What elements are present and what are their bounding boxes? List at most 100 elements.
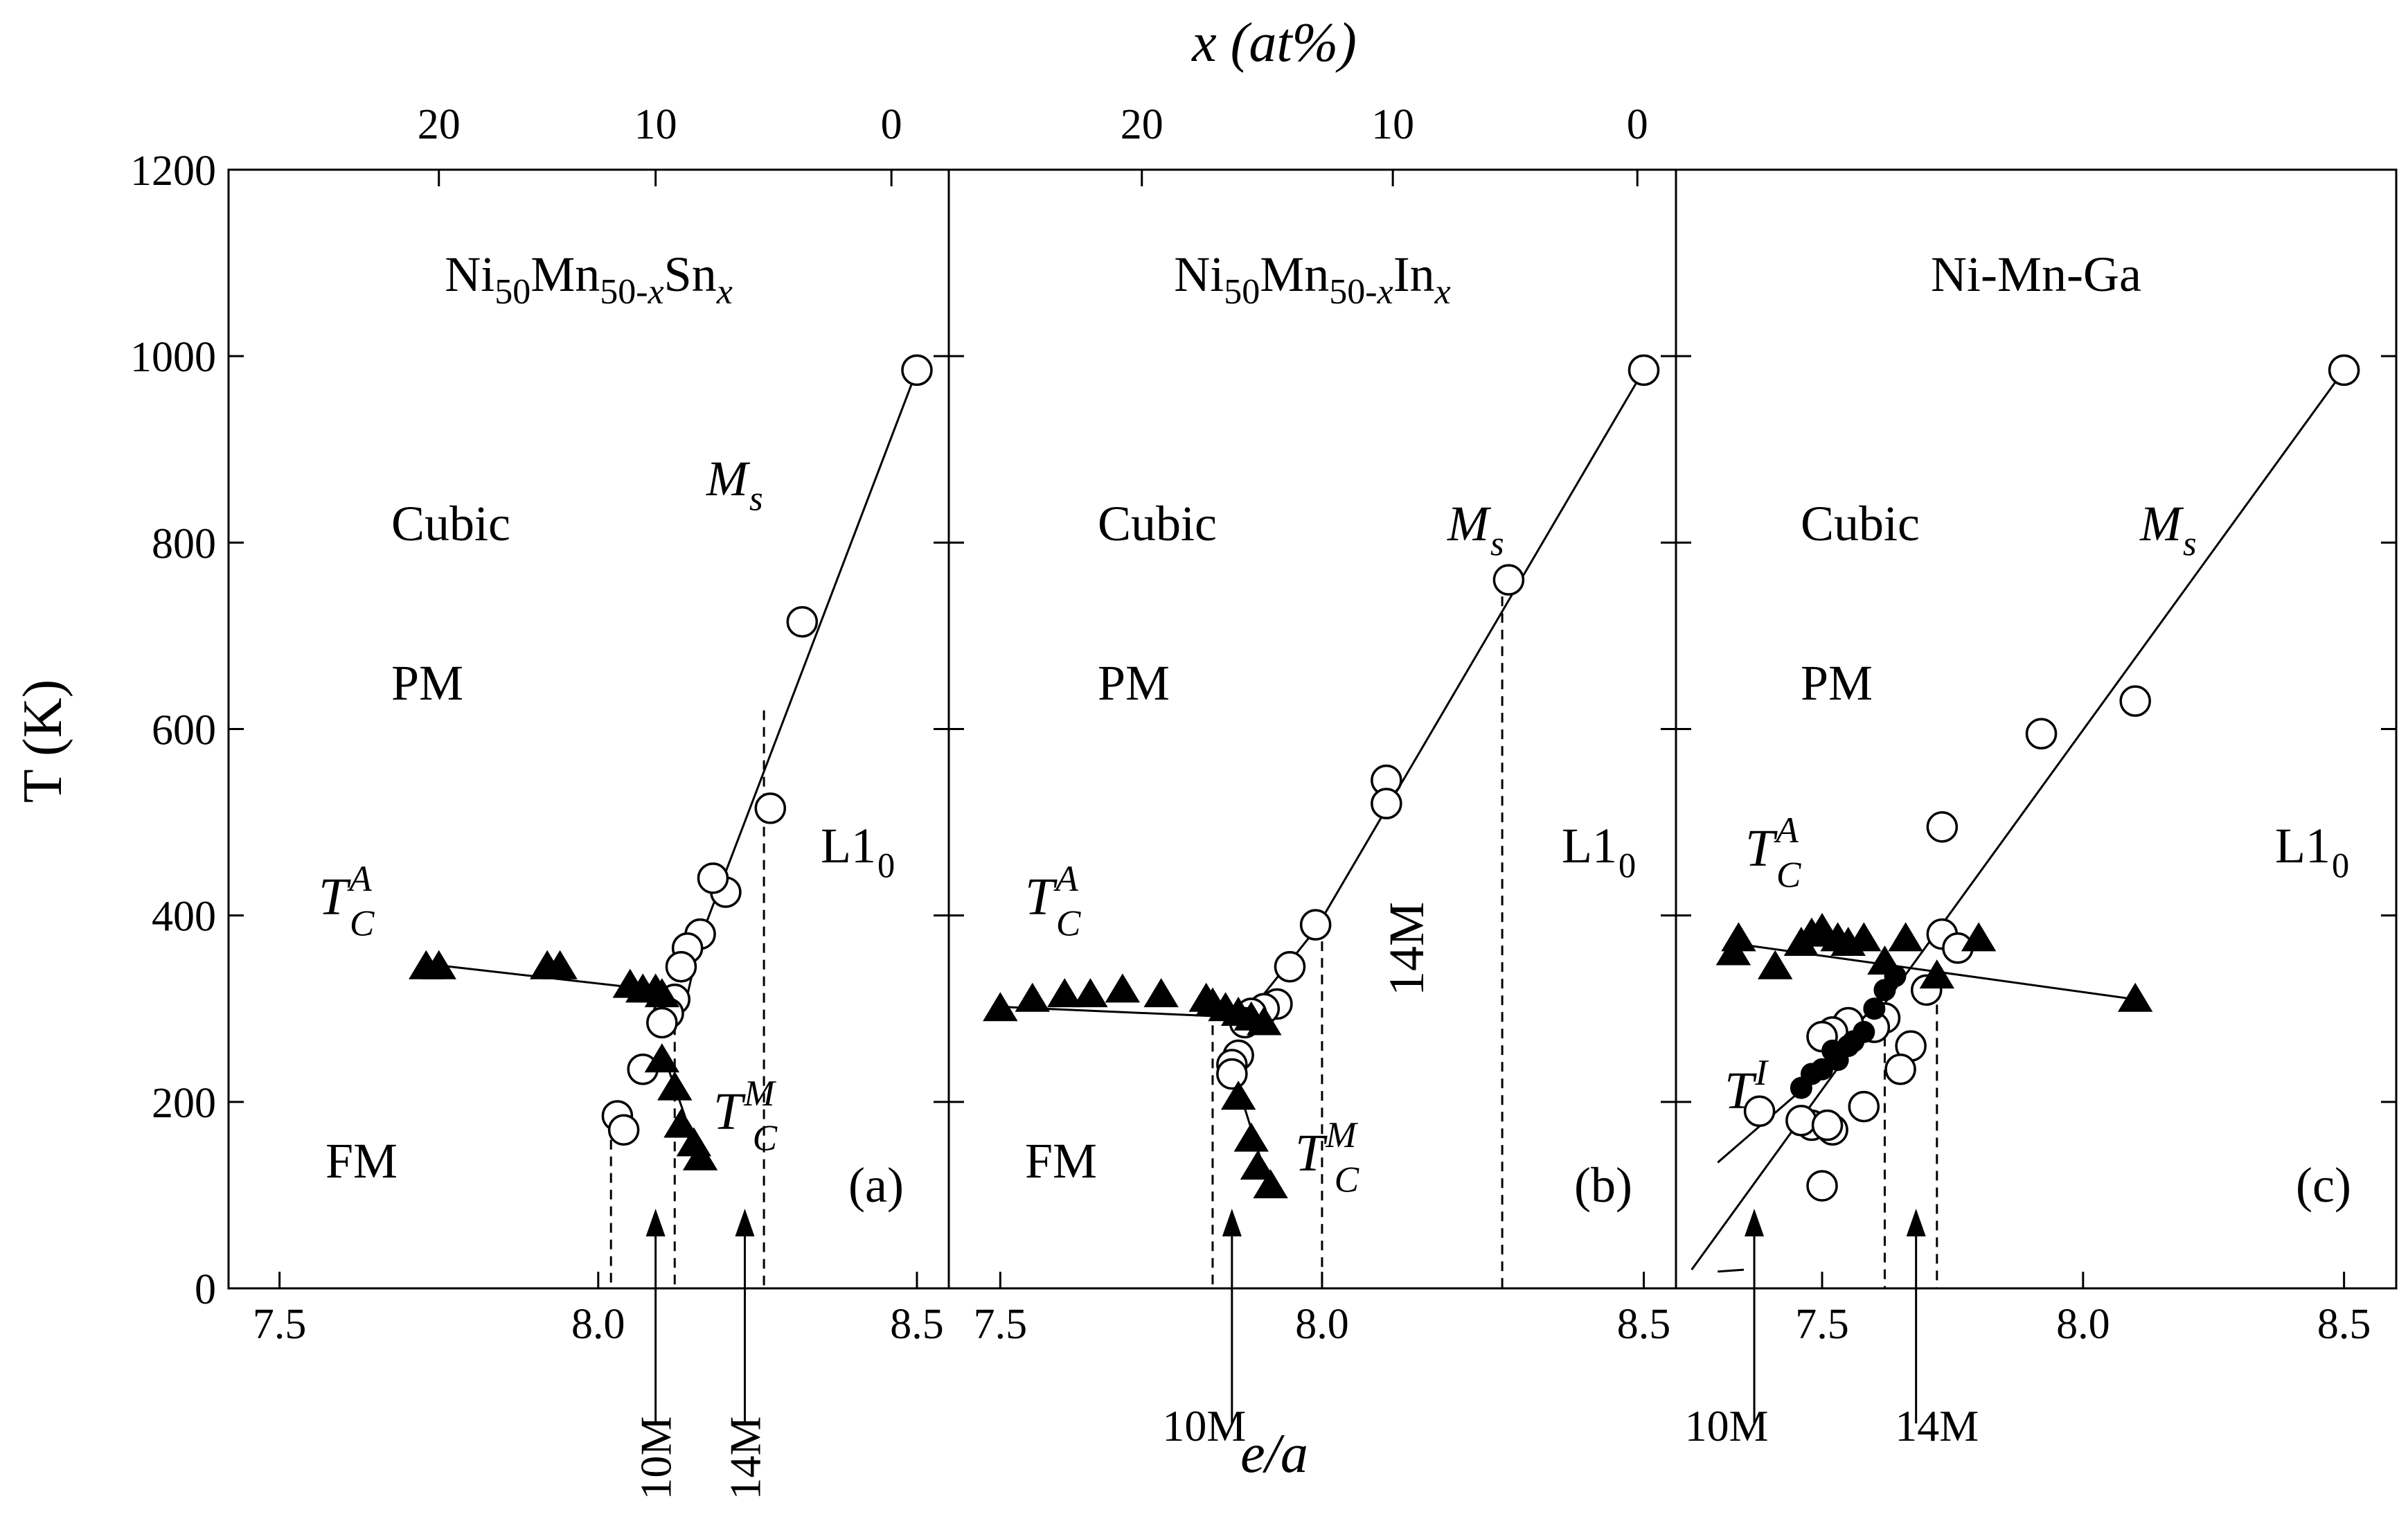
open-circle-marker xyxy=(1216,1058,1248,1090)
label-ms: Ms xyxy=(2139,496,2197,563)
y-tick-label: 0 xyxy=(195,1266,216,1313)
guide-line xyxy=(699,369,918,939)
open-circle-marker xyxy=(1627,354,1660,387)
panel-title: Ni50Mn50-xSnx xyxy=(445,247,733,312)
open-circle-marker xyxy=(1492,564,1525,596)
label-tc-martensite: TM C xyxy=(713,1073,778,1159)
triangle-marker xyxy=(1047,978,1082,1008)
guide-line xyxy=(1314,369,1645,930)
triangle-marker xyxy=(644,1043,680,1073)
label-ms: Ms xyxy=(1447,496,1504,563)
label-cubic: Cubic xyxy=(1801,496,1920,551)
triangle-marker xyxy=(983,992,1018,1022)
triangle-marker xyxy=(542,950,578,979)
top-tick-label: 10 xyxy=(1371,101,1414,148)
triangle-marker xyxy=(2117,982,2153,1012)
triangle-marker xyxy=(1961,922,1997,952)
y-tick-label: 600 xyxy=(152,707,216,754)
triangle-marker xyxy=(682,1141,718,1171)
label-tc-austenite: TA C xyxy=(1025,858,1081,944)
triangle-marker xyxy=(1105,973,1141,1003)
top-tick-label: 20 xyxy=(1121,101,1163,148)
label-tc-austenite: TA C xyxy=(1745,810,1801,896)
triangle-marker xyxy=(421,950,456,979)
triangle-marker xyxy=(1919,959,1955,989)
open-circle-marker xyxy=(1811,1109,1844,1142)
panel-id: (b) xyxy=(1574,1157,1632,1213)
label-pm: PM xyxy=(391,655,463,711)
triangle-marker xyxy=(657,1071,693,1101)
panel-frame xyxy=(947,168,1677,1290)
label-tc-martensite: TM C xyxy=(1295,1114,1359,1200)
panel-title: Ni50Mn50-xInx xyxy=(1174,247,1451,312)
top-tick-label: 0 xyxy=(881,101,902,148)
triangle-marker xyxy=(644,978,680,1008)
triangle-marker xyxy=(1015,982,1050,1012)
x-tick-label: 7.5 xyxy=(253,1301,307,1348)
triangle-marker xyxy=(1073,978,1108,1008)
open-circle-marker xyxy=(2025,718,2058,749)
open-circle-marker xyxy=(2328,354,2360,387)
top-tick-label: 20 xyxy=(418,101,461,148)
open-circle-marker xyxy=(697,862,729,894)
triangle-marker xyxy=(1233,1122,1269,1152)
open-circle-marker xyxy=(1848,1090,1880,1123)
triangle-marker xyxy=(1715,936,1751,966)
x-tick-label: 8.0 xyxy=(1295,1301,1349,1348)
triangle-marker xyxy=(1757,950,1793,979)
open-circle-marker xyxy=(1274,950,1306,983)
triangle-marker xyxy=(1846,922,1882,952)
filled-circle-marker xyxy=(1884,965,1907,988)
open-circle-marker xyxy=(1884,1053,1916,1085)
open-circle-marker xyxy=(1926,811,1959,843)
open-circle-marker xyxy=(646,1006,678,1039)
modulation-label: 10M xyxy=(632,1416,681,1500)
open-circle-marker xyxy=(2119,685,2151,717)
panel-1: 0 200 400 600 800 1000 1200 7.5 8.0 8.5 20 10 0 Ni50M… xyxy=(130,101,950,1500)
y-tick-label: 1000 xyxy=(130,334,216,381)
triangle-marker xyxy=(1253,1169,1288,1198)
open-circle-marker xyxy=(607,1114,640,1146)
arrow-head xyxy=(645,1209,666,1236)
y-tick-label: 800 xyxy=(152,520,216,567)
panel-2: 7.5 8.0 8.5 20 10 0 Ni50Mn50-xInx Cubic PM FM L10 M… xyxy=(947,101,1677,1450)
modulation-label: 14M xyxy=(1895,1401,1979,1450)
bottom-axis-label: e/a xyxy=(1240,1423,1308,1484)
x-tick-label: 8.5 xyxy=(2317,1301,2371,1348)
x-tick-label: 8.0 xyxy=(2056,1301,2110,1348)
top-tick-label: 0 xyxy=(1627,101,1648,148)
panel-frame xyxy=(227,168,950,1290)
arrow-head xyxy=(735,1209,755,1236)
panel-title: Ni-Mn-Ga xyxy=(1931,247,2141,302)
filled-circle-marker xyxy=(1853,1020,1875,1043)
open-circle-marker xyxy=(1371,788,1402,819)
arrow-head xyxy=(1906,1209,1926,1236)
y-tick-label: 1200 xyxy=(130,148,216,195)
x-tick-label: 8.0 xyxy=(571,1301,625,1348)
open-circle-marker xyxy=(786,605,819,638)
top-axis-label: x (at%) xyxy=(1191,12,1357,73)
x-tick-label: 8.5 xyxy=(1617,1301,1671,1348)
label-l10: L10 xyxy=(2275,818,2349,885)
x-tick-label: 7.5 xyxy=(974,1301,1028,1348)
label-pm: PM xyxy=(1801,655,1873,711)
open-circle-marker xyxy=(1806,1170,1838,1202)
triangle-marker xyxy=(1143,978,1179,1008)
arrow-head xyxy=(1222,1209,1242,1236)
label-l10: L10 xyxy=(821,818,895,885)
modulation-label: 10M xyxy=(1685,1401,1769,1450)
label-cubic: Cubic xyxy=(1098,496,1217,551)
guide-line xyxy=(1718,1268,1745,1273)
triangle-marker xyxy=(663,1108,699,1138)
panel-id: (a) xyxy=(848,1157,904,1213)
open-circle-marker xyxy=(901,354,933,387)
label-l10: L10 xyxy=(1562,818,1636,885)
y-tick-label: 200 xyxy=(152,1080,216,1127)
label-ms: Ms xyxy=(706,451,763,518)
open-circle-marker xyxy=(754,792,787,824)
open-circle-marker xyxy=(1785,1105,1817,1137)
triangle-marker xyxy=(1240,1151,1276,1180)
y-tick-label: 400 xyxy=(152,894,216,941)
